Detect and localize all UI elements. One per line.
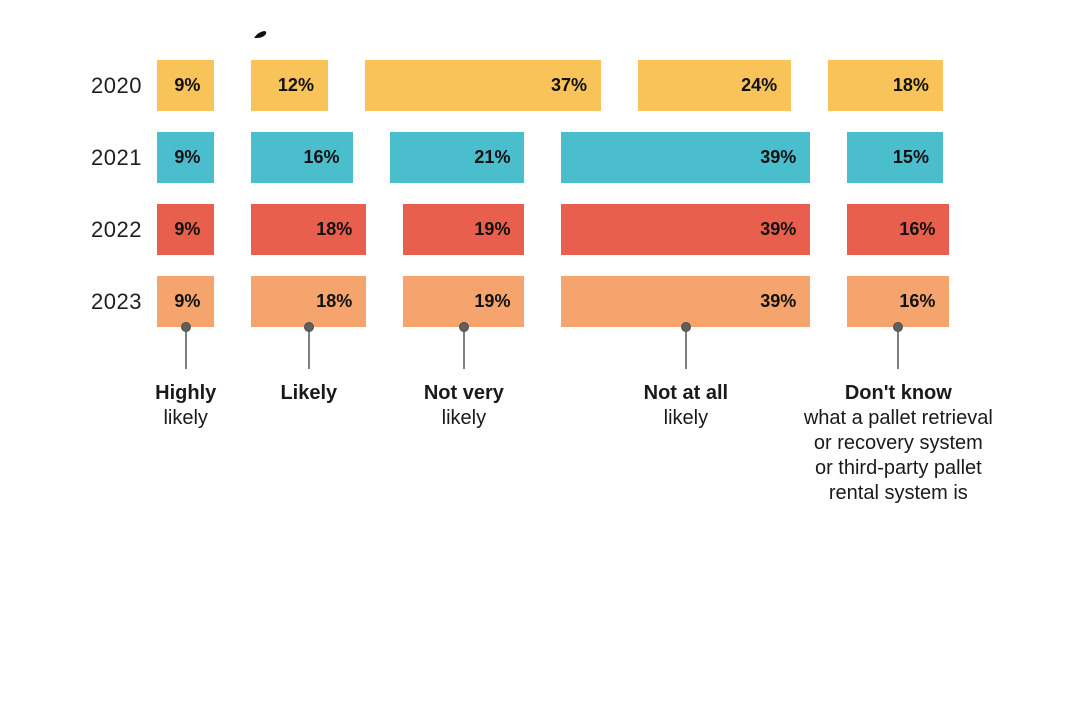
bar-segments: 9% 12% 37% 24% 18% [157, 60, 943, 111]
bar-value-label: 16% [899, 291, 936, 311]
category-label-bold-line: Don't know [844, 382, 952, 404]
bar-value-label: 37% [550, 75, 587, 95]
bar-segment: 16% [251, 132, 354, 183]
category-label: Highly likely [46, 381, 326, 431]
bar-value-label: 21% [474, 147, 511, 167]
year-label: 2023 [91, 288, 142, 314]
bar-value-label: 19% [474, 219, 511, 239]
pointer-line [462, 323, 465, 369]
pointer-dot [458, 322, 469, 332]
bar-segment: 24% [638, 60, 792, 111]
pointer-dot [180, 322, 191, 332]
bar-value-label: 18% [316, 291, 353, 311]
pointer-line [184, 323, 187, 369]
bar-row-2020: 2020 9% 12% 37% 24% 18% [0, 60, 949, 111]
bar-value-label: 9% [174, 291, 201, 311]
year-label: 2020 [91, 72, 142, 98]
bar-value-label: 15% [892, 147, 929, 167]
bar-segment: 18% [251, 204, 367, 255]
bar-segment: 21% [390, 132, 525, 183]
category-label-regular-line: rental system is [828, 482, 968, 504]
bar-value-label: 9% [174, 219, 201, 239]
bar-row-2022: 2022 9% 18% 19% 39% 16% [0, 204, 950, 255]
bar-segment: 9% [157, 60, 215, 111]
category-label-regular-line: or recovery system [813, 432, 983, 454]
bar-value-label: 9% [174, 75, 201, 95]
bar-segment: 19% [403, 276, 525, 369]
bar-value-label: 39% [760, 291, 797, 311]
category-label: Likely [169, 381, 449, 406]
pointer-line [897, 323, 900, 369]
category-label-regular-line: what a pallet retrieval [803, 407, 993, 429]
category-label-regular-line: likely [163, 407, 208, 429]
bar-segment: 39% [561, 132, 811, 183]
year-label: 2021 [91, 144, 142, 170]
bar-segment: 12% [251, 60, 328, 111]
bar-value-label: 12% [277, 75, 314, 95]
bar-segment: 16% [847, 276, 950, 369]
bar-chart: 2020 9% 12% 37% 24% 18% 2021 9% 16% 21% 39% 15% 2022… [0, 60, 950, 369]
category-label: Don't know what a pallet retrieval or reco… [758, 381, 1038, 506]
bar-value-label: 19% [474, 291, 511, 311]
bar-segment: 39% [561, 276, 811, 369]
pointer-dot [303, 322, 314, 332]
bar-value-label: 18% [892, 75, 929, 95]
category-label-bold-line: Highly [155, 382, 217, 404]
bar-segment: 16% [847, 204, 950, 255]
cropped-title-fragment-icon [254, 31, 267, 38]
year-label: 2022 [91, 216, 142, 242]
bar-segment: 15% [847, 132, 943, 183]
bar-value-label: 16% [899, 219, 936, 239]
bar-value-label: 39% [760, 219, 797, 239]
bar-value-label: 16% [303, 147, 340, 167]
category-label: Not at all likely [546, 381, 826, 431]
bar-segments: 9% 18% 19% 39% 16% [157, 204, 950, 255]
bar-value-label: 9% [174, 147, 201, 167]
bar-value-label: 18% [316, 219, 353, 239]
bar-segment: 9% [157, 276, 215, 369]
bar-segment: 9% [157, 132, 215, 183]
category-label-bold-line: Likely [280, 382, 338, 404]
bar-row-2021: 2021 9% 16% 21% 39% 15% [0, 132, 949, 183]
bar-segment: 9% [157, 204, 215, 255]
bar-segment: 39% [561, 204, 811, 255]
bar-segment: 18% [828, 60, 943, 111]
bar-segments: 9% 18% 19% 39% 16% [157, 276, 950, 369]
pointer-line [684, 323, 687, 369]
bar-value-label: 39% [760, 147, 797, 167]
pointer-dot [893, 322, 904, 332]
pointer-dot [680, 322, 691, 332]
category-label-regular-line: likely [663, 407, 709, 429]
bar-row-2023: 2023 9% 18% 19% 39% 16% [0, 276, 950, 369]
category-label-regular-line: or third-party pallet [814, 457, 982, 479]
pointer-line [307, 323, 310, 369]
category-label-bold-line: Not very [423, 382, 504, 404]
category-label: Not very likely [324, 381, 604, 431]
bar-segment: 37% [364, 60, 601, 111]
bar-segments: 9% 16% 21% 39% 15% [157, 132, 943, 183]
bar-segment: 18% [251, 276, 367, 369]
bar-segment: 19% [403, 204, 525, 255]
bar-value-label: 24% [741, 75, 778, 95]
category-label-bold-line: Not at all [643, 382, 729, 404]
category-label-regular-line: likely [441, 407, 487, 429]
